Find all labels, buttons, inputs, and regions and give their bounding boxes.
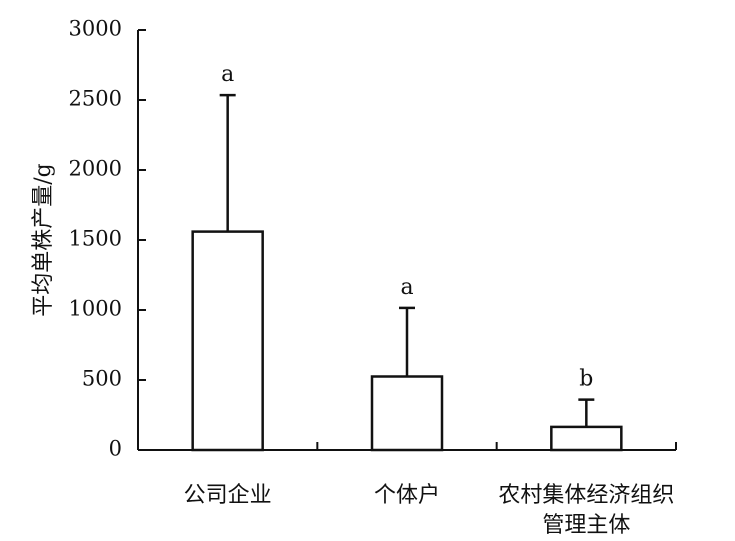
y-tick-label: 2000	[69, 157, 122, 181]
x-category-label: 公司企业	[184, 483, 272, 508]
bar	[550, 425, 623, 452]
y-tick-label: 500	[82, 367, 122, 391]
y-axis: 0 500 1000 1500 2000 2500 3000	[69, 17, 146, 461]
y-axis-label: 平均单株产量/g	[31, 163, 56, 317]
y-tick-label: 1000	[69, 297, 122, 321]
y-tick-label: 0	[109, 437, 122, 461]
y-tick-label: 2500	[69, 87, 122, 111]
x-category-label: 管理主体	[542, 513, 630, 538]
significance-label: a	[400, 275, 413, 300]
bar	[370, 375, 444, 452]
y-tick-label: 3000	[69, 17, 122, 41]
x-category-label: 个体户	[374, 483, 440, 508]
y-tick-label: 1500	[69, 227, 122, 251]
bar	[191, 230, 264, 452]
significance-label: b	[579, 367, 593, 392]
bars: a a b	[191, 62, 623, 452]
significance-label: a	[221, 62, 234, 87]
x-category-label: 农村集体经济组织	[498, 483, 674, 508]
